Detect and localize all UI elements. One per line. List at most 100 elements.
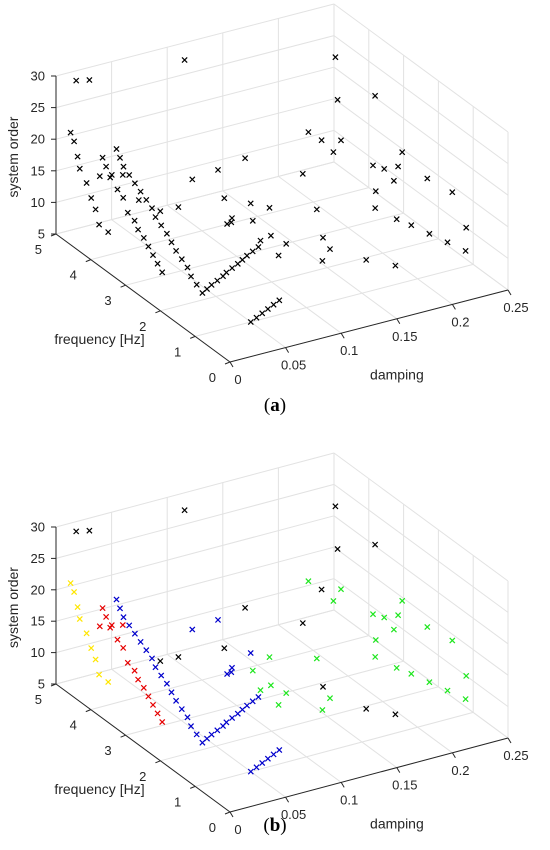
data-point-marker bbox=[168, 689, 175, 696]
data-point-marker bbox=[148, 655, 156, 662]
data-point-marker bbox=[107, 624, 114, 631]
side-wall-grid-line bbox=[333, 578, 509, 708]
data-point-marker bbox=[392, 262, 399, 269]
x-tick-label: 0.25 bbox=[503, 300, 528, 315]
data-point-marker bbox=[313, 655, 320, 662]
data-point-marker bbox=[363, 705, 370, 712]
floor-grid-line bbox=[125, 660, 404, 736]
floor-grid-line bbox=[195, 711, 474, 787]
back-wall-grid-line bbox=[55, 515, 335, 591]
data-point-marker bbox=[424, 175, 431, 182]
z-tick-label: 10 bbox=[31, 645, 45, 660]
data-point-marker bbox=[369, 611, 377, 618]
data-point-marker bbox=[313, 206, 320, 213]
data-point-marker bbox=[393, 664, 400, 671]
data-point-marker bbox=[372, 188, 379, 195]
y-tick-label: 1 bbox=[174, 794, 181, 809]
data-point-marker bbox=[399, 149, 406, 156]
data-point-marker bbox=[74, 153, 81, 160]
data-point-marker bbox=[372, 653, 379, 660]
data-point-marker bbox=[249, 698, 256, 705]
x-tick-mark bbox=[507, 289, 512, 296]
data-point-marker bbox=[275, 701, 282, 708]
data-point-marker bbox=[175, 204, 182, 211]
back-wall-grid-line bbox=[55, 35, 335, 109]
data-point-marker bbox=[337, 586, 345, 593]
data-point-marker bbox=[223, 719, 230, 726]
floor-grid-line bbox=[160, 686, 439, 762]
data-point-marker bbox=[137, 188, 144, 195]
data-point-marker bbox=[86, 76, 93, 84]
data-point-marker bbox=[224, 220, 231, 228]
data-point-marker bbox=[444, 687, 451, 694]
data-point-marker bbox=[189, 626, 196, 633]
data-point-marker bbox=[158, 222, 165, 229]
data-point-marker bbox=[114, 186, 121, 193]
back-wall-grid-line bbox=[55, 546, 335, 622]
data-point-marker bbox=[157, 208, 164, 215]
data-point-marker bbox=[140, 234, 147, 241]
x-tick-label: 0.05 bbox=[281, 358, 306, 373]
data-point-marker bbox=[249, 217, 256, 224]
data-point-marker bbox=[154, 710, 161, 717]
data-point-marker bbox=[135, 226, 142, 233]
data-point-marker bbox=[103, 163, 110, 170]
data-point-marker bbox=[96, 221, 103, 228]
data-point-marker bbox=[163, 680, 170, 687]
y-tick-label: 0 bbox=[209, 370, 216, 385]
y-tick-mark bbox=[85, 259, 91, 263]
floor-grid-line bbox=[278, 175, 453, 305]
z-tick-label: 30 bbox=[31, 520, 45, 535]
y-tick-label: 4 bbox=[70, 268, 77, 283]
side-wall-grid-line bbox=[333, 161, 509, 291]
data-point-marker bbox=[199, 739, 206, 746]
data-point-marker bbox=[381, 165, 388, 172]
x-tick-mark bbox=[451, 304, 456, 310]
back-wall-grid-line bbox=[55, 452, 335, 528]
side-wall-grid-line bbox=[333, 3, 509, 133]
data-point-marker bbox=[175, 653, 182, 661]
data-point-marker bbox=[330, 149, 337, 156]
back-wall-grid-line bbox=[55, 98, 335, 172]
floor-grid-line bbox=[195, 263, 474, 337]
data-point-marker bbox=[393, 216, 400, 223]
floor-grid-line bbox=[90, 635, 369, 711]
x-tick-label: 0.25 bbox=[503, 748, 528, 763]
data-point-marker bbox=[234, 710, 241, 717]
data-point-marker bbox=[264, 755, 271, 762]
data-point-marker bbox=[120, 194, 127, 201]
data-point-marker bbox=[140, 684, 147, 691]
y-tick-mark bbox=[224, 811, 231, 815]
data-point-marker bbox=[143, 196, 150, 203]
x-tick-mark bbox=[285, 347, 290, 353]
data-point-marker bbox=[255, 693, 262, 701]
data-point-marker bbox=[318, 137, 325, 144]
y-tick-mark bbox=[120, 734, 126, 738]
data-point-marker bbox=[337, 137, 345, 144]
floor-grid-line bbox=[166, 204, 342, 334]
y-axis-title: frequency [Hz] bbox=[54, 331, 144, 347]
data-point-marker bbox=[152, 214, 159, 221]
data-point-marker bbox=[247, 768, 254, 775]
data-point-marker bbox=[372, 92, 379, 99]
side-wall-grid-line bbox=[333, 66, 509, 196]
data-point-marker bbox=[276, 746, 283, 754]
floor-grid-line bbox=[278, 624, 453, 754]
y-tick-label: 2 bbox=[139, 769, 146, 784]
data-point-marker bbox=[463, 672, 470, 679]
data-point-marker bbox=[390, 177, 397, 184]
data-point-marker bbox=[228, 664, 236, 671]
back-wall-grid-line bbox=[55, 3, 335, 77]
data-point-marker bbox=[408, 222, 415, 229]
data-point-marker bbox=[243, 252, 251, 259]
x-tick-label: 0.2 bbox=[451, 314, 469, 329]
data-point-marker bbox=[83, 630, 90, 637]
data-point-marker bbox=[334, 545, 341, 553]
y-tick-label: 2 bbox=[139, 319, 146, 334]
data-point-marker bbox=[181, 507, 188, 514]
data-point-marker bbox=[148, 205, 156, 212]
floor-grid-line bbox=[222, 639, 398, 769]
x-tick-label: 0.15 bbox=[392, 778, 417, 793]
data-point-marker bbox=[119, 621, 126, 629]
data-point-marker bbox=[126, 171, 133, 179]
